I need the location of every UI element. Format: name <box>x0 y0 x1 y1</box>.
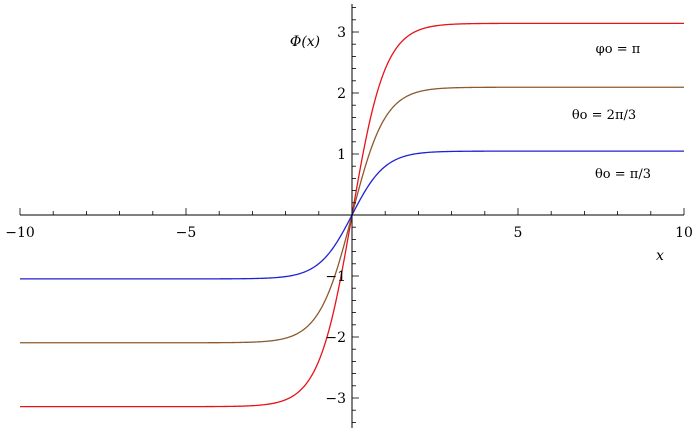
y-tick-label: −3 <box>325 391 346 407</box>
axes-layer <box>19 4 685 428</box>
y-tick-label: 1 <box>337 147 346 163</box>
x-tick-label: −5 <box>176 225 197 241</box>
y-tick-label: 3 <box>337 25 346 41</box>
labels-layer: −10 −5 5 10 −3 −2 −1 1 2 3 x Φ(x) φo = π θo = 2π/3 θo … <box>5 25 693 407</box>
y-tick-label: −2 <box>325 330 346 346</box>
series-label: θo = π/3 <box>595 167 651 182</box>
x-axis-label: x <box>656 248 664 264</box>
y-tick-label: 2 <box>337 86 346 102</box>
series-label: φo = π <box>596 42 641 57</box>
x-tick-label: 5 <box>514 225 523 241</box>
x-tick-label: 10 <box>675 225 693 241</box>
y-tick-label: −1 <box>325 269 346 285</box>
series-label: θo = 2π/3 <box>572 108 636 123</box>
y-axis-label: Φ(x) <box>290 34 320 50</box>
x-tick-label: −10 <box>5 225 35 241</box>
